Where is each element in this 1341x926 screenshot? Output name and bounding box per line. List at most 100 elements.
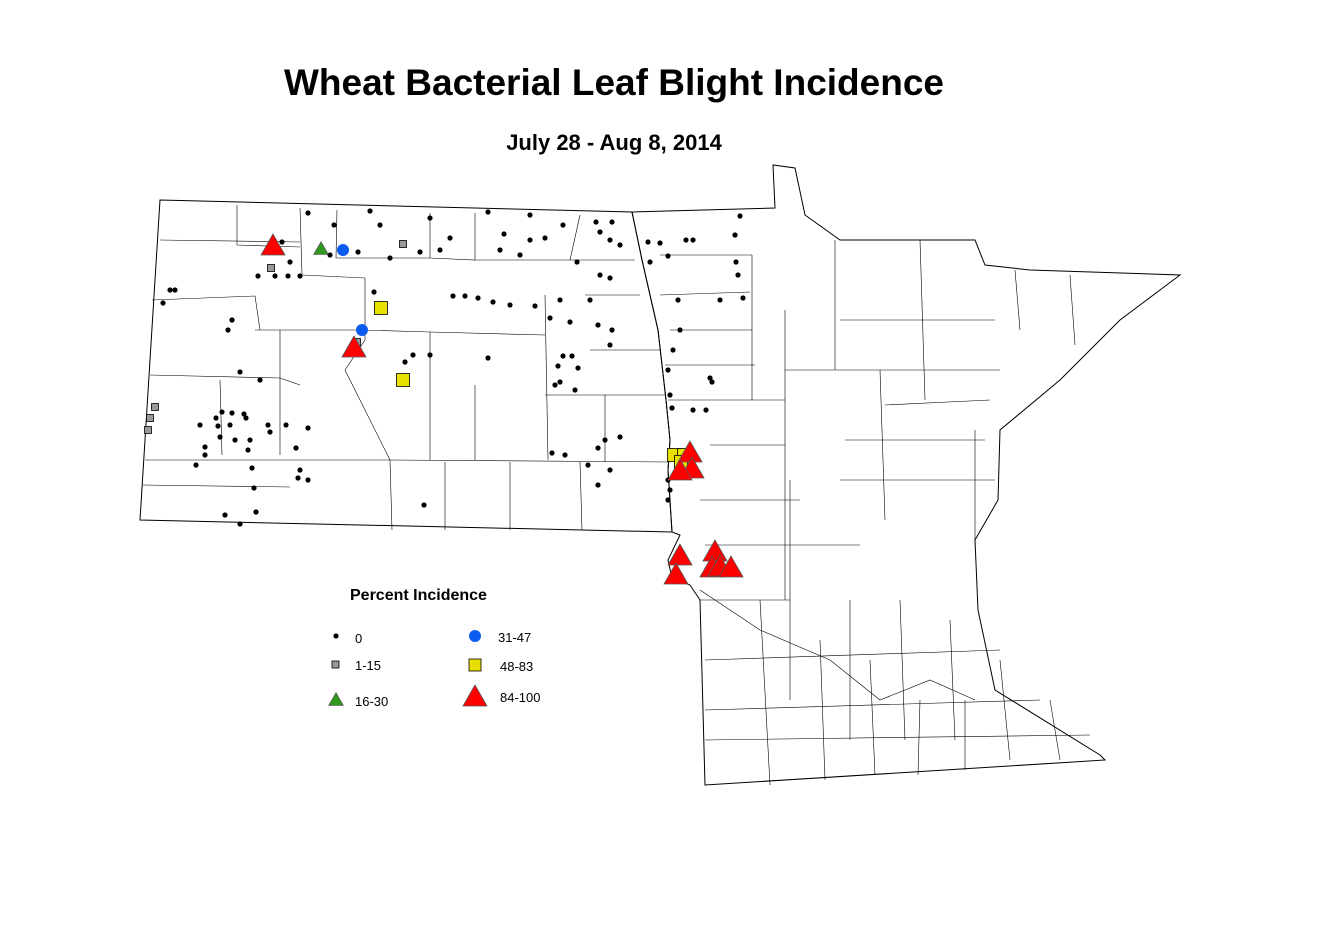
county-line [704,699,1041,711]
county-line [704,649,1001,661]
point-0 [485,355,491,361]
point-0 [735,272,741,278]
point-0 [172,287,178,293]
point-0 [560,353,566,359]
point-0 [202,452,208,458]
point-square [267,264,275,272]
point-square [146,414,154,422]
point-triangle [462,684,488,707]
point-0 [607,342,613,348]
point-0 [683,237,689,243]
point-0 [549,450,555,456]
point-0 [607,275,613,281]
point-0 [331,222,337,228]
county-line [145,459,671,463]
point-0 [225,327,231,333]
point-triangle [313,240,329,255]
point-0 [670,347,676,353]
point-circle [469,630,481,642]
point-0 [305,210,311,216]
point-0 [247,437,253,443]
point-0 [305,425,311,431]
point-0 [490,299,496,305]
point-0 [255,273,261,279]
legend-square-48-83 [468,658,482,672]
point-0 [367,208,373,214]
north-dakota-outline [139,199,673,533]
legend-label-2: 16-30 [355,694,389,709]
county-line [159,239,301,243]
point-0 [587,297,593,303]
point-square [396,373,410,387]
point-0 [387,255,393,261]
point-0 [617,242,623,248]
point-0 [249,465,255,471]
point-0 [717,297,723,303]
county-line [869,659,876,776]
county-line [819,639,826,781]
point-triangle [328,691,344,706]
point-square [144,426,152,434]
point-0 [569,353,575,359]
point-0 [572,387,578,393]
point-0 [417,249,423,255]
point-triangle [667,458,693,481]
county-line [879,369,886,521]
county-line [151,295,261,331]
point-0 [733,259,739,265]
county-line [699,589,976,701]
county-line [255,329,546,336]
minnesota-outline [631,164,1182,786]
point-0 [285,273,291,279]
point-0 [675,297,681,303]
point-0 [450,293,456,299]
point-0 [222,512,228,518]
point-0 [617,434,623,440]
point-0 [574,259,580,265]
point-0 [669,405,675,411]
point-0 [602,437,608,443]
point-triangle [667,543,693,566]
point-0 [527,237,533,243]
point-0 [421,502,427,508]
point-0 [593,219,599,225]
point-0 [552,382,558,388]
county-line [1014,269,1021,331]
county-line [759,599,771,786]
point-0 [609,327,615,333]
point-0 [202,444,208,450]
point-0 [657,240,663,246]
point-0 [709,379,715,385]
map-subtitle: July 28 - Aug 8, 2014 [506,130,722,155]
point-square [374,301,388,315]
point-0 [355,249,361,255]
point-0 [241,411,247,417]
survey-points [144,208,746,585]
point-0 [597,272,603,278]
county-line [544,294,549,461]
point-0 [555,363,561,369]
county-line [299,207,366,279]
point-0 [427,352,433,358]
point-0 [595,322,601,328]
point-0 [293,445,299,451]
point-0 [645,239,651,245]
county-line [704,734,1091,741]
point-0 [297,467,303,473]
point-0 [532,303,538,309]
point-0 [197,422,203,428]
point-0 [517,252,523,258]
point-0 [327,252,333,258]
point-0 [737,213,743,219]
point-0 [607,467,613,473]
legend-symbols [328,630,488,707]
point-0 [427,215,433,221]
point-0 [667,392,673,398]
point-0 [257,377,263,383]
map-title: Wheat Bacterial Leaf Blight Incidence [284,62,944,103]
county-line [149,374,301,386]
point-0 [507,302,513,308]
point-triangle [702,539,728,562]
